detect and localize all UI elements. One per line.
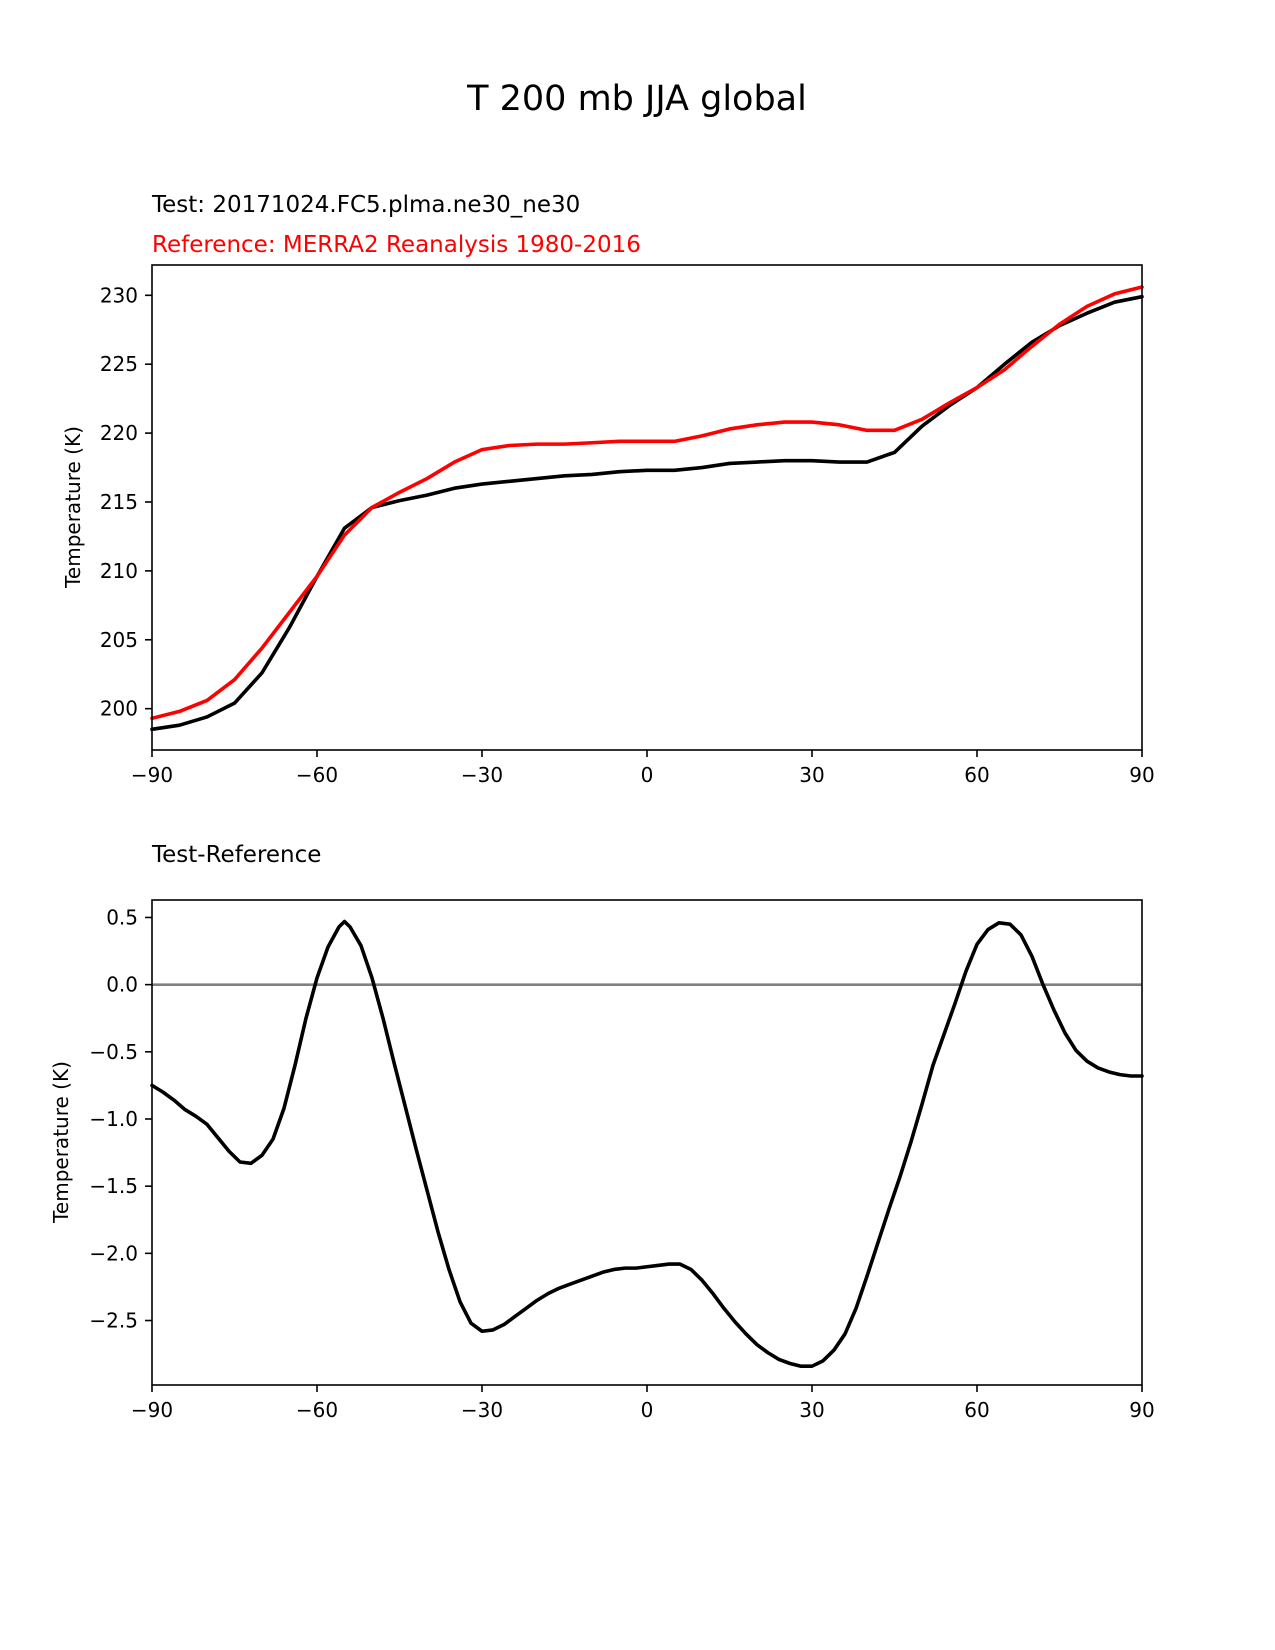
x-tick-label: −90 — [131, 1398, 173, 1422]
y-tick-label: 200 — [100, 697, 138, 721]
top-plot-area: −90 −60 −30 0 30 60 90 200 205 210 215 220 225 230 — [100, 264, 1155, 787]
x-tick-label: 0 — [641, 1398, 654, 1422]
y-tick-label: 215 — [100, 490, 138, 514]
diff-title: Test-Reference — [151, 842, 321, 868]
y-tick-label: 205 — [100, 628, 138, 652]
test-title: Test: 20171024.FC5.plma.ne30_ne30 — [151, 192, 580, 218]
bottom-panel: Test-Reference Temperature (K) −90 −60 −30… — [49, 842, 1155, 1422]
x-tick-label: 30 — [799, 763, 824, 787]
y-tick-label: −1.5 — [89, 1174, 138, 1198]
y-tick-label: −0.5 — [89, 1040, 138, 1064]
figure-title: T 200 mb JJA global — [466, 79, 807, 119]
x-tick-label: −90 — [131, 763, 173, 787]
x-tick-label: −60 — [296, 763, 338, 787]
x-tick-label: −30 — [461, 763, 503, 787]
y-tick-label: 210 — [100, 559, 138, 583]
series-line-test-reference — [150, 919, 1144, 1368]
x-tick-label: 90 — [1129, 1398, 1154, 1422]
x-tick-label: −60 — [296, 1398, 338, 1422]
y-tick-label: −2.5 — [89, 1309, 138, 1333]
x-tick-label: 30 — [799, 1398, 824, 1422]
series-line-reference — [150, 285, 1144, 721]
x-tick-label: 0 — [641, 763, 654, 787]
series-line-test — [150, 294, 1144, 732]
y-tick-label: 225 — [100, 352, 138, 376]
bottom-ylabel: Temperature (K) — [49, 1061, 73, 1224]
top-ylabel: Temperature (K) — [61, 426, 85, 589]
x-tick-label: 60 — [964, 763, 989, 787]
bottom-plot-area: −90 −60 −30 0 30 60 90 0.5 0.0 −0.5 −1.0 −1.5 −2.0 −2… — [89, 899, 1155, 1422]
y-tick-label: 230 — [100, 283, 138, 307]
y-tick-label: −2.0 — [89, 1241, 138, 1265]
reference-title: Reference: MERRA2 Reanalysis 1980-2016 — [152, 232, 641, 258]
y-tick-label: −1.0 — [89, 1107, 138, 1131]
x-tick-label: −30 — [461, 1398, 503, 1422]
x-tick-label: 90 — [1129, 763, 1154, 787]
y-tick-label: 0.5 — [106, 905, 138, 929]
x-tick-label: 60 — [964, 1398, 989, 1422]
y-tick-label: 220 — [100, 421, 138, 445]
axes-frame — [151, 899, 1143, 1386]
y-tick-label: 0.0 — [106, 973, 138, 997]
axes-frame — [151, 264, 1143, 751]
top-panel: Test: 20171024.FC5.plma.ne30_ne30 Refere… — [61, 192, 1155, 787]
